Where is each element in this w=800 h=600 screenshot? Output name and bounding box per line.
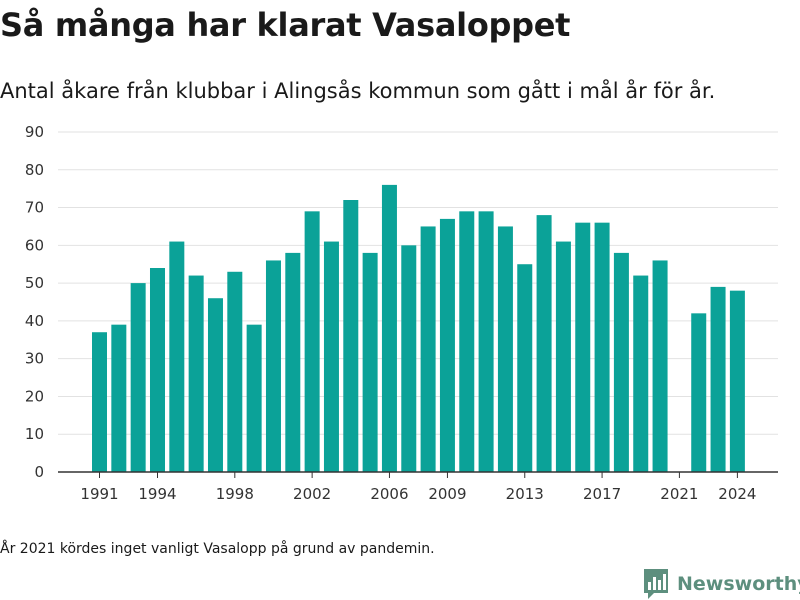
brand-name: Newsworthy (677, 573, 800, 595)
bar-2003 (323, 241, 339, 472)
bar-2011 (478, 211, 494, 473)
brand-logo: Newsworthy (643, 568, 800, 600)
bar-2008 (420, 226, 436, 472)
bar-2000 (265, 260, 281, 472)
y-tick-label: 80 (25, 161, 44, 179)
bar-2015 (555, 241, 571, 472)
chart-subtitle: Antal åkare från klubbar i Alingsås komm… (0, 79, 716, 103)
x-tick-label: 1991 (80, 485, 118, 503)
bar-2006 (381, 184, 397, 472)
y-tick-label: 50 (25, 274, 44, 292)
y-tick-label: 20 (25, 387, 44, 405)
bar-2005 (362, 252, 378, 472)
bar-2010 (459, 211, 475, 473)
bar-1992 (111, 324, 127, 472)
y-tick-label: 60 (25, 236, 44, 254)
bar-1994 (149, 268, 165, 472)
bar-2022 (691, 313, 707, 472)
y-tick-label: 0 (34, 463, 44, 481)
x-tick-label: 1998 (216, 485, 254, 503)
x-tick-label: 2017 (583, 485, 621, 503)
bar-2024 (729, 290, 745, 472)
x-tick-label: 2024 (718, 485, 756, 503)
x-tick-label: 2009 (428, 485, 466, 503)
bar-2004 (343, 200, 359, 472)
bar-1997 (207, 298, 223, 472)
bar-1991 (92, 332, 107, 472)
footnote: År 2021 kördes inget vanligt Vasalopp på… (0, 541, 435, 557)
y-tick-label: 10 (25, 425, 44, 443)
x-tick-label: 2013 (506, 485, 544, 503)
chart-title: Så många har klarat Vasaloppet (0, 6, 571, 44)
bar-chart-logo-icon (644, 569, 668, 599)
x-tick-label: 2002 (293, 485, 331, 503)
bar-2002 (304, 211, 320, 473)
x-tick-label: 2021 (660, 485, 698, 503)
bar-1996 (188, 275, 204, 472)
bar-2007 (401, 245, 417, 472)
bar-2001 (285, 252, 301, 472)
bar-1995 (169, 241, 185, 472)
y-tick-label: 40 (25, 312, 44, 330)
bar-1999 (246, 324, 262, 472)
y-tick-label: 70 (25, 199, 44, 217)
x-tick-label: 2006 (370, 485, 408, 503)
x-tick-label: 1994 (138, 485, 176, 503)
bar-2009 (439, 218, 455, 472)
y-tick-label: 90 (25, 123, 44, 141)
bar-2012 (497, 226, 513, 472)
bar-2019 (633, 275, 649, 472)
bar-chart: 0 10 20 30 40 50 60 70 80 90 1991 1994 1998 2002 2006 2… (25, 123, 778, 503)
bar-2023 (710, 286, 726, 472)
bar-2016 (575, 222, 591, 472)
bar-2013 (517, 264, 533, 472)
bar-2018 (613, 252, 629, 472)
y-tick-label: 30 (25, 350, 44, 368)
bar-1993 (130, 283, 146, 472)
bar-2017 (594, 222, 610, 472)
bar-2020 (652, 260, 668, 472)
bar-1998 (227, 271, 243, 472)
bar-2014 (536, 215, 552, 472)
